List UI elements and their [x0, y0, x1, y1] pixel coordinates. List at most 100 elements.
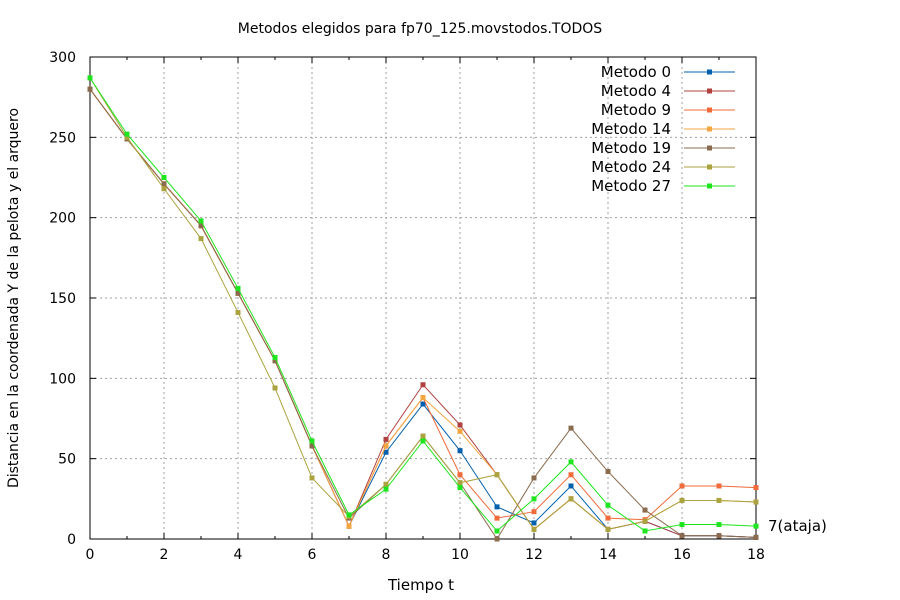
data-point — [716, 483, 722, 489]
data-point — [716, 533, 722, 539]
data-point — [124, 134, 130, 140]
series-5 — [87, 75, 759, 532]
data-point — [753, 485, 759, 491]
x-tick-label: 8 — [382, 547, 391, 563]
legend-marker — [707, 107, 712, 113]
legend-marker — [707, 69, 712, 75]
data-point — [235, 285, 241, 291]
data-point — [309, 443, 315, 449]
data-point — [494, 472, 500, 478]
data-point — [309, 438, 315, 444]
data-point — [605, 502, 611, 508]
annotation-label: 7(ataja) — [768, 517, 827, 535]
data-point — [605, 515, 611, 521]
data-point — [383, 486, 389, 492]
annotations: 7(ataja) — [768, 517, 827, 535]
y-tick-label: 300 — [49, 50, 76, 66]
x-tick-label: 10 — [451, 547, 469, 563]
data-point — [568, 459, 574, 465]
data-point — [642, 528, 648, 534]
data-point — [457, 428, 463, 434]
data-point — [383, 449, 389, 455]
data-point — [235, 309, 241, 315]
data-point — [568, 425, 574, 431]
data-point — [420, 401, 426, 407]
data-point — [642, 507, 648, 513]
data-point — [420, 395, 426, 401]
y-tick-label: 150 — [49, 291, 76, 307]
data-point — [568, 472, 574, 478]
data-point — [457, 485, 463, 491]
data-point — [346, 512, 352, 518]
legend-marker — [707, 164, 712, 170]
data-point — [679, 533, 685, 539]
data-point — [161, 181, 167, 187]
legend-marker — [707, 183, 712, 189]
data-point — [309, 475, 315, 481]
legend-label: Metodo 0 — [601, 63, 671, 81]
data-point — [383, 481, 389, 487]
data-point — [272, 354, 278, 360]
x-tick-label: 14 — [599, 547, 617, 563]
legend-label: Metodo 14 — [591, 120, 671, 138]
y-tick-label: 0 — [67, 532, 76, 548]
data-point — [198, 223, 204, 229]
x-tick-label: 16 — [673, 547, 691, 563]
data-point — [346, 523, 352, 529]
legend-label: Metodo 9 — [601, 101, 671, 119]
series-layer — [87, 75, 759, 542]
data-point — [235, 290, 241, 296]
data-point — [531, 496, 537, 502]
y-axis-label: Distancia en la coordenada Y de la pelot… — [6, 108, 22, 488]
data-point — [531, 526, 537, 532]
data-point — [198, 236, 204, 242]
data-point — [457, 480, 463, 486]
data-point — [605, 526, 611, 532]
data-point — [457, 422, 463, 428]
x-tick-label: 6 — [308, 547, 317, 563]
data-point — [161, 186, 167, 192]
data-point — [272, 358, 278, 364]
x-tick-label: 4 — [234, 547, 243, 563]
data-point — [531, 520, 537, 526]
data-point — [568, 496, 574, 502]
legend-label: Metodo 4 — [601, 82, 671, 100]
data-point — [457, 472, 463, 478]
data-point — [531, 509, 537, 515]
data-point — [753, 499, 759, 505]
data-point — [642, 518, 648, 524]
series-6 — [87, 75, 759, 534]
data-point — [420, 433, 426, 439]
y-tick-label: 50 — [58, 452, 76, 468]
data-point — [420, 382, 426, 388]
x-tick-label: 2 — [160, 547, 169, 563]
legend-label: Metodo 27 — [591, 177, 671, 195]
data-point — [494, 515, 500, 521]
data-point — [420, 438, 426, 444]
x-tick-label: 0 — [86, 547, 95, 563]
data-point — [605, 469, 611, 475]
data-point — [457, 448, 463, 454]
chart-title: Metodos elegidos para fp70_125.movstodos… — [238, 21, 602, 37]
data-point — [716, 497, 722, 503]
legend-marker — [707, 126, 712, 132]
data-point — [494, 536, 500, 542]
data-point — [198, 218, 204, 224]
data-point — [679, 522, 685, 528]
y-tick-label: 250 — [49, 130, 76, 146]
data-point — [716, 522, 722, 528]
data-point — [124, 131, 130, 137]
legend-label: Metodo 24 — [591, 158, 671, 176]
y-tick-label: 200 — [49, 211, 76, 227]
data-point — [87, 75, 93, 81]
data-point — [383, 436, 389, 442]
data-point — [753, 523, 759, 529]
data-point — [531, 475, 537, 481]
axis-ticks: 0 2 4 6 8 10 12 14 16 18 0 50 100 150 200 250 300 — [49, 50, 765, 563]
data-point — [679, 497, 685, 503]
x-tick-label: 18 — [747, 547, 765, 563]
data-point — [494, 504, 500, 510]
